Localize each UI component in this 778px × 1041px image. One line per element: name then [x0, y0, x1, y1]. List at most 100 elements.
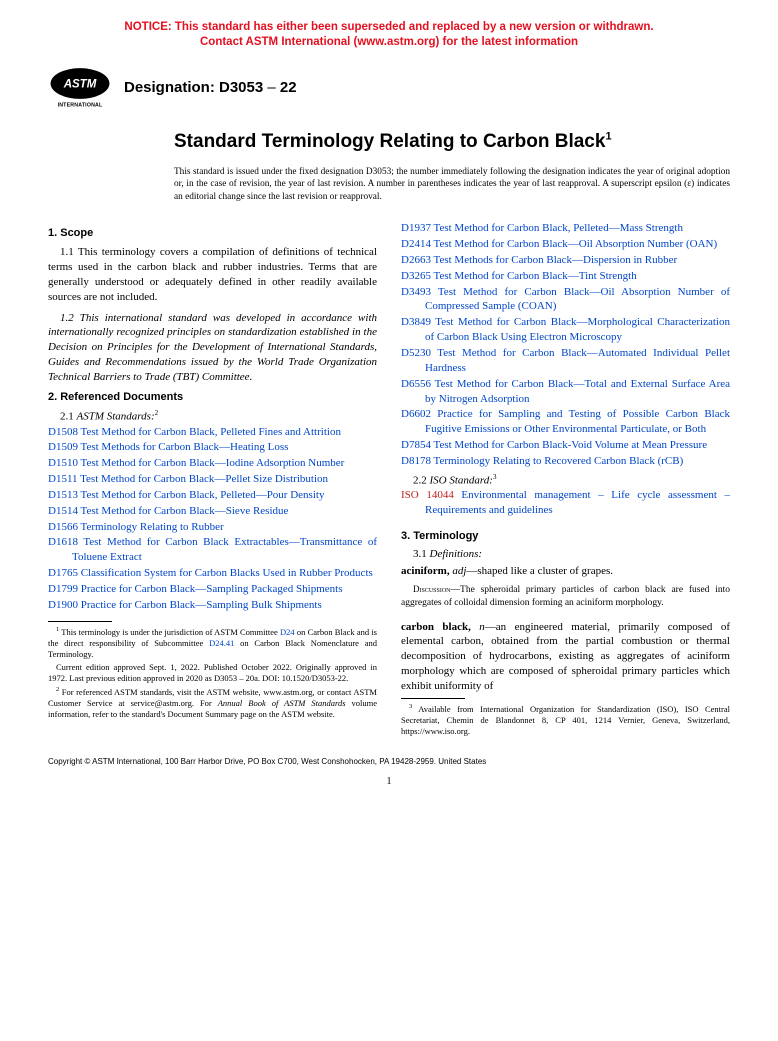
- notice-line-1: NOTICE: This standard has either been su…: [124, 21, 653, 33]
- reference-item[interactable]: D1937 Test Method for Carbon Black, Pell…: [401, 221, 730, 236]
- reference-item[interactable]: D8178 Terminology Relating to Recovered …: [401, 454, 730, 469]
- iso-subhead-sup: 3: [493, 473, 497, 481]
- reference-item[interactable]: D3849 Test Method for Carbon Black—Morph…: [401, 315, 730, 345]
- reference-item[interactable]: D1511 Test Method for Carbon Black—Pelle…: [48, 472, 377, 487]
- reference-code: D3265: [401, 270, 431, 282]
- footnote-3: 3 Available from International Organizat…: [401, 703, 730, 737]
- reference-title: Practice for Carbon Black—Sampling Bulk …: [78, 599, 322, 611]
- scope-para-1: 1.1 This terminology covers a compilatio…: [48, 245, 377, 304]
- term-word-aciniform: aciniform,: [401, 565, 450, 577]
- reference-item[interactable]: D1514 Test Method for Carbon Black—Sieve…: [48, 504, 377, 519]
- reference-code: D1937: [401, 222, 431, 234]
- svg-text:INTERNATIONAL: INTERNATIONAL: [58, 102, 103, 108]
- scope-para-2: 1.2 This international standard was deve…: [48, 311, 377, 385]
- issuance-note: This standard is issued under the fixed …: [174, 166, 730, 204]
- term-pos-aciniform: adj: [450, 565, 467, 577]
- references-right-list: D1937 Test Method for Carbon Black, Pell…: [401, 221, 730, 469]
- reference-code: D6602: [401, 408, 431, 420]
- reference-item[interactable]: D1765 Classification System for Carbon B…: [48, 566, 377, 581]
- reference-title: Test Method for Carbon Black—Tint Streng…: [431, 270, 637, 282]
- document-title: Standard Terminology Relating to Carbon …: [174, 130, 730, 154]
- reference-title: Test Method for Carbon Black-Void Volume…: [431, 439, 707, 451]
- reference-title: Test Method for Carbon Black, Pelleted F…: [78, 426, 341, 438]
- reference-code: D3493: [401, 286, 431, 298]
- section-2-heading: 2. Referenced Documents: [48, 391, 377, 403]
- definitions-subhead: 3.1 Definitions:: [401, 548, 730, 560]
- reference-code: D1510: [48, 457, 78, 469]
- reference-item[interactable]: D5230 Test Method for Carbon Black—Autom…: [401, 346, 730, 376]
- fn3-text: Available from International Organizatio…: [401, 704, 730, 736]
- reference-item[interactable]: D3493 Test Method for Carbon Black—Oil A…: [401, 285, 730, 315]
- term-pos-carbon-black: n: [471, 621, 485, 633]
- reference-item[interactable]: D2414 Test Method for Carbon Black—Oil A…: [401, 237, 730, 252]
- reference-item[interactable]: D1513 Test Method for Carbon Black, Pell…: [48, 488, 377, 503]
- term-word-carbon-black: carbon black,: [401, 621, 471, 633]
- iso-reference-item[interactable]: ISO 14044 Environmental management – Lif…: [401, 488, 730, 518]
- reference-code: D1765: [48, 567, 78, 579]
- reference-title: Test Method for Carbon Black Extractable…: [72, 536, 377, 563]
- designation-year: 22: [280, 79, 297, 96]
- page-number: 1: [48, 776, 730, 787]
- def-subhead-label: Definitions:: [430, 548, 483, 560]
- header-row: ASTM INTERNATIONAL Designation: D3053 – …: [48, 64, 730, 112]
- designation-label: Designation: D3053: [124, 79, 267, 96]
- reference-code: D5230: [401, 347, 431, 359]
- reference-title: Practice for Sampling and Testing of Pos…: [425, 408, 730, 435]
- subhead-label: ASTM Standards:: [77, 411, 155, 423]
- notice-line-2: Contact ASTM International (www.astm.org…: [200, 36, 578, 48]
- fn1-link-d2441[interactable]: D24.41: [209, 638, 234, 648]
- reference-item[interactable]: D1510 Test Method for Carbon Black—Iodin…: [48, 456, 377, 471]
- discussion-text: —The spheroidal primary particles of car…: [401, 585, 730, 608]
- svg-text:ASTM: ASTM: [63, 78, 97, 90]
- iso-standard-subhead: 2.2 ISO Standard:3: [401, 473, 730, 487]
- reference-title: Practice for Carbon Black—Sampling Packa…: [78, 583, 343, 595]
- reference-item[interactable]: D1566 Terminology Relating to Rubber: [48, 520, 377, 535]
- reference-code: D1566: [48, 521, 78, 533]
- reference-item[interactable]: D1799 Practice for Carbon Black—Sampling…: [48, 582, 377, 597]
- reference-title: Terminology Relating to Rubber: [78, 521, 224, 533]
- reference-code: D7854: [401, 439, 431, 451]
- reference-item[interactable]: D7854 Test Method for Carbon Black-Void …: [401, 438, 730, 453]
- reference-title: Test Method for Carbon Black, Pelleted—M…: [431, 222, 683, 234]
- reference-item[interactable]: D2663 Test Methods for Carbon Black—Disp…: [401, 253, 730, 268]
- designation-text: Designation: D3053 – 22: [124, 79, 297, 96]
- reference-code: D1799: [48, 583, 78, 595]
- reference-item[interactable]: D1509 Test Methods for Carbon Black—Heat…: [48, 440, 377, 455]
- reference-code: D1514: [48, 505, 78, 517]
- reference-title: Test Method for Carbon Black—Oil Absorpt…: [425, 286, 730, 313]
- reference-item[interactable]: D6602 Practice for Sampling and Testing …: [401, 407, 730, 437]
- section-3-heading: 3. Terminology: [401, 530, 730, 542]
- reference-code: D1511: [48, 473, 78, 485]
- left-column: 1. Scope 1.1 This terminology covers a c…: [48, 221, 377, 739]
- reference-code: D1509: [48, 441, 78, 453]
- reference-title: Test Method for Carbon Black—Total and E…: [425, 378, 730, 405]
- footnote-2: 2 For referenced ASTM standards, visit t…: [48, 686, 377, 720]
- reference-item[interactable]: D1900 Practice for Carbon Black—Sampling…: [48, 598, 377, 613]
- discussion-label: Discussion: [413, 584, 451, 594]
- reference-item[interactable]: D1508 Test Method for Carbon Black, Pell…: [48, 425, 377, 440]
- reference-title: Test Methods for Carbon Black—Heating Lo…: [78, 441, 288, 453]
- reference-title: Terminology Relating to Recovered Carbon…: [431, 455, 683, 467]
- reference-code: D1618: [48, 536, 78, 548]
- issuance-note-text: This standard is issued under the fixed …: [174, 167, 730, 202]
- fn1-link-d24[interactable]: D24: [280, 626, 295, 636]
- reference-title: Test Method for Carbon Black, Pelleted—P…: [78, 489, 325, 501]
- reference-item[interactable]: D1618 Test Method for Carbon Black Extra…: [48, 535, 377, 565]
- def-subhead-num: 3.1: [413, 548, 430, 560]
- reference-title: Classification System for Carbon Blacks …: [78, 567, 373, 579]
- reference-code: D3849: [401, 316, 431, 328]
- reference-item[interactable]: D6556 Test Method for Carbon Black—Total…: [401, 377, 730, 407]
- reference-code: D8178: [401, 455, 431, 467]
- reference-title: Test Method for Carbon Black—Pellet Size…: [78, 473, 328, 485]
- reference-item[interactable]: D3265 Test Method for Carbon Black—Tint …: [401, 269, 730, 284]
- footnote-1: 1 This terminology is under the jurisdic…: [48, 626, 377, 660]
- reference-code: D1508: [48, 426, 78, 438]
- subhead-sup: 2: [155, 409, 159, 417]
- iso-subhead-num: 2.2: [413, 474, 430, 486]
- reference-title: Test Method for Carbon Black—Iodine Adso…: [78, 457, 344, 469]
- title-footnote-marker: 1: [605, 131, 611, 143]
- reference-code: D1900: [48, 599, 78, 611]
- iso-reference-title: Environmental management – Life cycle as…: [425, 489, 730, 516]
- page-container: NOTICE: This standard has either been su…: [0, 0, 778, 817]
- term-def-aciniform: —shaped like a cluster of grapes.: [466, 565, 613, 577]
